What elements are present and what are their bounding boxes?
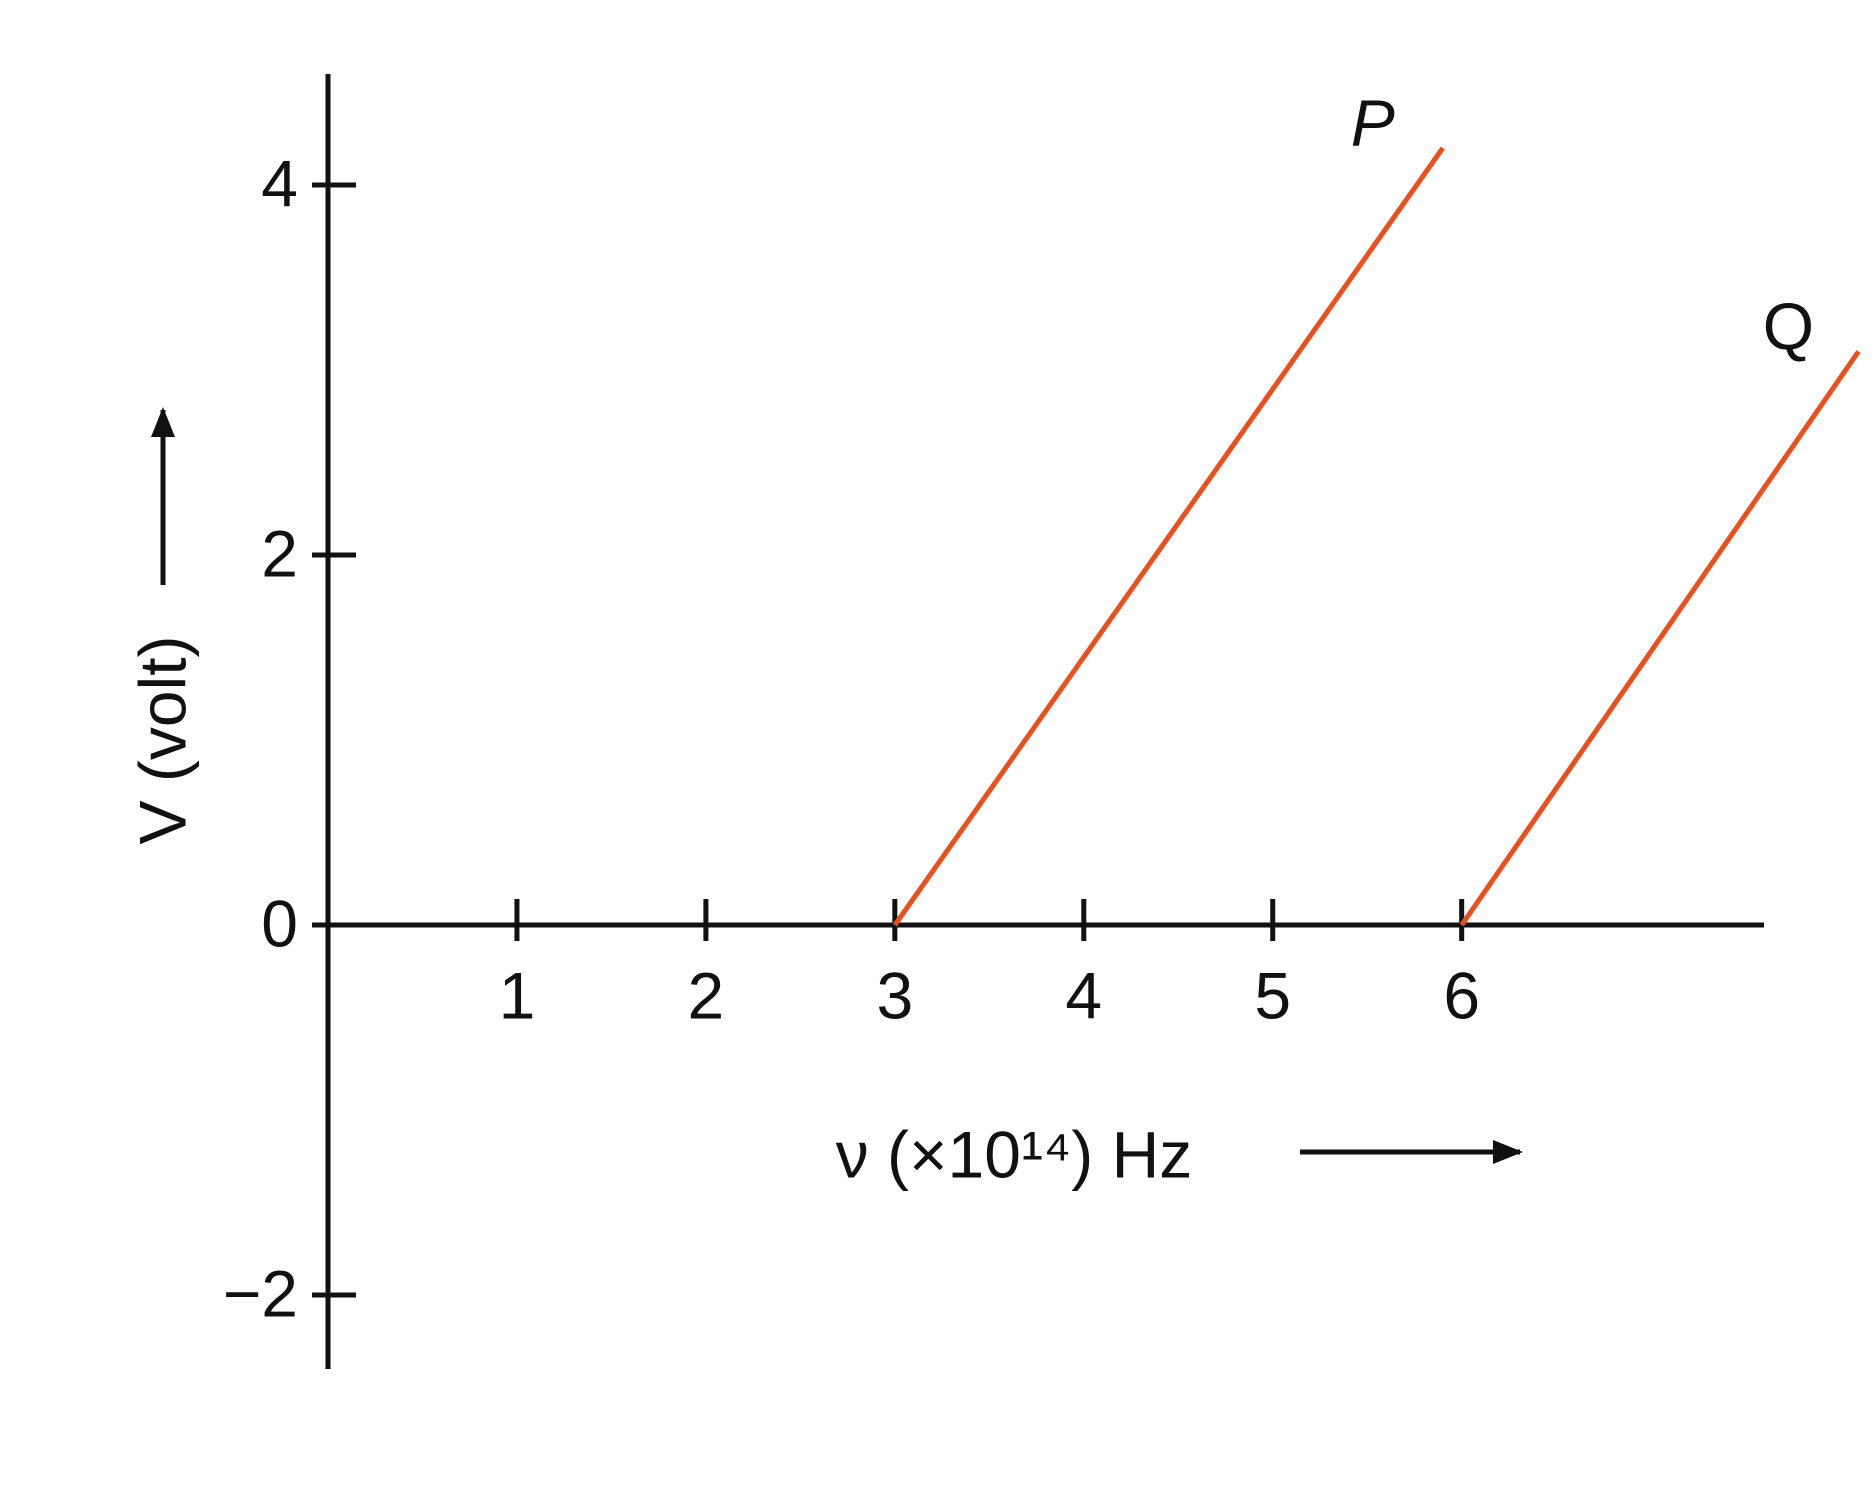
y-tick-label: 4 xyxy=(261,146,298,220)
x-tick-label: 4 xyxy=(1065,958,1102,1032)
y-tick-label: −2 xyxy=(223,1256,298,1330)
series-label: P xyxy=(1351,85,1395,159)
series-line xyxy=(1459,350,1861,927)
y-label-group: V (volt) xyxy=(125,407,199,845)
x-tick-label: 1 xyxy=(499,958,536,1032)
x-tick-label: 6 xyxy=(1443,958,1480,1032)
y-tick-label: 0 xyxy=(261,886,298,960)
y-tick-label: 2 xyxy=(261,516,298,590)
x-axis-label: ν (×10¹⁴) Hz xyxy=(836,1117,1193,1191)
x-tick-label: 5 xyxy=(1254,958,1291,1032)
series-line xyxy=(892,146,1445,927)
series-label: Q xyxy=(1763,289,1814,363)
x-tick-label: 3 xyxy=(876,958,913,1032)
x-tick-label: 2 xyxy=(688,958,725,1032)
y-axis-label: V (volt) xyxy=(125,635,199,844)
